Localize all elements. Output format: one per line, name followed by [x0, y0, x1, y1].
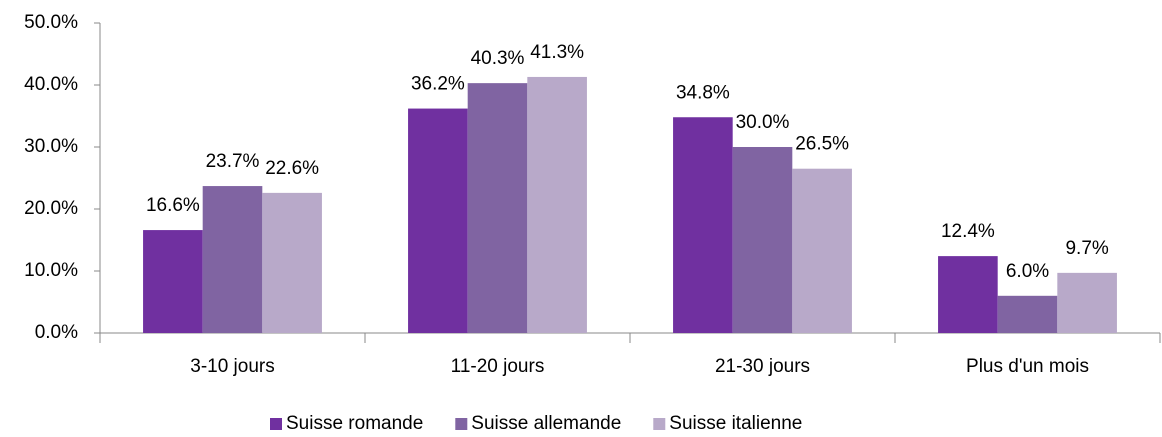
- legend-swatch: [455, 418, 468, 430]
- bar: [997, 295, 1058, 333]
- x-tick-label: 11-20 jours: [451, 356, 545, 377]
- data-label: 9.7%: [1065, 238, 1108, 259]
- bar: [202, 186, 263, 333]
- bar: [262, 192, 322, 333]
- bar: [673, 117, 733, 334]
- data-label: 36.2%: [411, 74, 465, 95]
- y-tick-label: 10.0%: [24, 260, 78, 281]
- data-label: 16.6%: [146, 195, 200, 216]
- data-label: 26.5%: [795, 134, 849, 155]
- legend-swatch: [653, 418, 666, 430]
- data-label: 30.0%: [736, 112, 790, 133]
- x-tick-label: Plus d'un mois: [966, 356, 1089, 377]
- legend-label: Suisse italienne: [669, 413, 802, 432]
- bar: [938, 256, 998, 333]
- data-label: 6.0%: [1006, 261, 1049, 282]
- y-tick-label: 40.0%: [24, 74, 78, 95]
- bar: [143, 230, 203, 333]
- bar: [527, 76, 587, 333]
- x-tick-label: 21-30 jours: [715, 356, 810, 377]
- y-tick-label: 30.0%: [24, 136, 78, 157]
- bar: [792, 168, 852, 333]
- bar: [467, 83, 528, 333]
- legend-label: Suisse allemande: [471, 413, 621, 432]
- bar: [408, 108, 468, 333]
- bar: [732, 147, 793, 333]
- data-label: 23.7%: [206, 151, 260, 172]
- x-tick-label: 3-10 jours: [190, 356, 275, 377]
- data-label: 12.4%: [941, 221, 995, 242]
- y-tick-label: 50.0%: [24, 12, 78, 33]
- y-tick-label: 20.0%: [24, 198, 78, 219]
- data-label: 41.3%: [530, 42, 584, 63]
- legend-label: Suisse romande: [286, 413, 423, 432]
- data-label: 34.8%: [676, 82, 730, 103]
- y-tick-label: 0.0%: [35, 322, 78, 343]
- data-label: 22.6%: [265, 158, 319, 179]
- data-label: 40.3%: [471, 48, 525, 69]
- legend-swatch: [270, 418, 282, 430]
- bar: [1057, 272, 1117, 333]
